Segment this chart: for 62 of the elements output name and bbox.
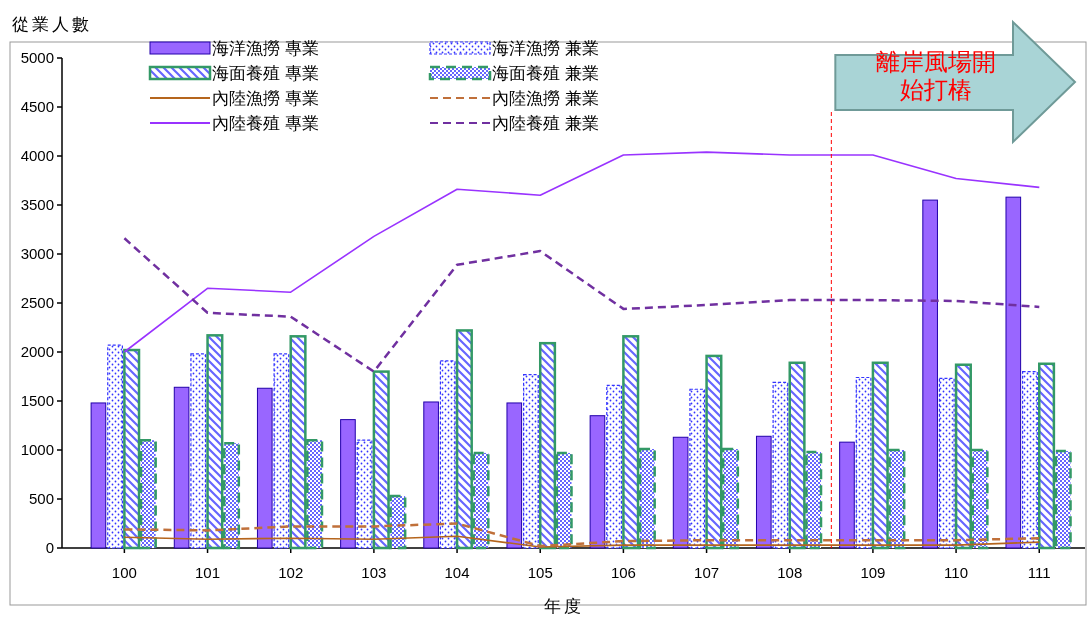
- bar: [938, 377, 955, 549]
- bar: [190, 353, 207, 549]
- y-tick-label: 3500: [20, 196, 54, 213]
- bar: [107, 344, 123, 549]
- y-tick-label: 5000: [20, 49, 54, 66]
- bar: [356, 439, 373, 549]
- bar: [689, 388, 706, 549]
- x-tick-label: 106: [610, 564, 636, 581]
- legend-label: 海面養殖 兼業: [492, 64, 599, 83]
- x-tick-label: 103: [361, 564, 387, 581]
- legend-label: 海面養殖 專業: [212, 64, 319, 83]
- legend-label: 海洋漁撈 專業: [212, 39, 319, 58]
- bar: [606, 384, 622, 549]
- y-tick-label: 2500: [20, 294, 54, 311]
- x-tick-label: 105: [527, 564, 553, 581]
- bar: [589, 415, 606, 549]
- ref-line-label: 離岸風場開始打樁: [876, 48, 997, 103]
- bar: [256, 387, 273, 549]
- bar: [273, 353, 290, 549]
- bar: [423, 401, 439, 549]
- line-series: [123, 151, 1041, 353]
- legend-label: 海洋漁撈 兼業: [492, 39, 599, 58]
- legend-label: 內陸漁撈 兼業: [492, 89, 599, 108]
- bar: [672, 436, 689, 549]
- bar: [439, 360, 456, 549]
- x-tick-label: 110: [944, 564, 969, 581]
- y-tick-label: 0: [45, 539, 54, 556]
- bar: [506, 402, 523, 549]
- y-tick-label: 500: [28, 490, 54, 507]
- line-series: [123, 535, 1041, 548]
- bar: [340, 419, 356, 549]
- bar: [839, 441, 855, 549]
- y-tick-label: 4500: [20, 98, 54, 115]
- x-tick-label: 109: [860, 564, 886, 581]
- bar: [922, 199, 938, 549]
- bar: [1005, 196, 1022, 549]
- bar: [855, 376, 872, 549]
- x-tick-label: 100: [111, 564, 137, 581]
- x-tick-label: 111: [1027, 564, 1051, 581]
- y-tick-label: 4000: [20, 147, 54, 164]
- legend-label: 內陸養殖 專業: [212, 114, 319, 133]
- bar: [755, 435, 772, 549]
- y-tick-label: 3000: [20, 245, 54, 262]
- x-axis-title: 年度: [543, 597, 584, 616]
- x-tick-label: 101: [195, 564, 221, 581]
- line-series: [123, 237, 1041, 373]
- bar: [772, 381, 789, 549]
- bar: [1022, 371, 1038, 549]
- x-tick-label: 107: [694, 564, 720, 581]
- bar: [173, 386, 190, 549]
- bar: [523, 373, 539, 549]
- x-tick-label: 102: [278, 564, 304, 581]
- legend-label: 內陸漁撈 專業: [212, 89, 319, 108]
- y-axis-title: 從業人數: [12, 15, 92, 34]
- x-tick-label: 108: [777, 564, 803, 581]
- legend-label: 內陸養殖 兼業: [492, 114, 599, 133]
- line-series: [123, 522, 1041, 548]
- y-tick-label: 2000: [20, 343, 54, 360]
- y-tick-label: 1000: [20, 441, 54, 458]
- y-tick-label: 1500: [20, 392, 54, 409]
- x-tick-label: 104: [444, 564, 470, 581]
- bar: [90, 402, 107, 549]
